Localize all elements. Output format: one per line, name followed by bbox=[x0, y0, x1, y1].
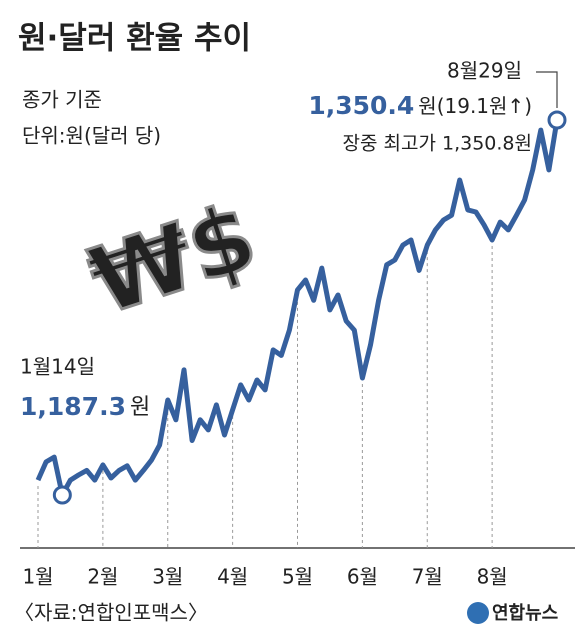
high-date: 8월29일 bbox=[447, 59, 522, 83]
x-tick-label: 6월 bbox=[347, 565, 378, 589]
x-tick-label: 5월 bbox=[282, 565, 313, 589]
low-label: 1,187.3 원 bbox=[20, 392, 150, 421]
low-unit: 원 bbox=[130, 395, 150, 420]
high-label: 1,350.4 원(19.1원↑) bbox=[308, 91, 532, 120]
point-marker bbox=[547, 110, 567, 130]
source: 〈자료:연합인포맥스〉 bbox=[14, 601, 208, 625]
x-tick-label: 7월 bbox=[412, 565, 443, 589]
high-note: 장중 최고가 1,350.8원 bbox=[343, 133, 532, 155]
x-tick-label: 4월 bbox=[217, 565, 248, 589]
chart-title: 원·달러 환율 추이 bbox=[18, 21, 251, 57]
high-unit: 원(19.1원↑) bbox=[418, 94, 532, 118]
leader-line bbox=[536, 71, 558, 108]
high-value: 1,350.4 bbox=[308, 91, 414, 120]
unit-note: 단위:원(달러 당) bbox=[22, 124, 161, 148]
x-tick-label: 3월 bbox=[152, 565, 183, 589]
point-marker bbox=[52, 485, 72, 505]
line bbox=[35, 119, 560, 498]
logo-icon bbox=[467, 602, 489, 624]
x-tick-label: 1월 bbox=[22, 565, 53, 589]
x-tick-label: 8월 bbox=[477, 565, 508, 589]
logo: 연합뉴스 bbox=[492, 602, 558, 624]
low-date: 1월14일 bbox=[20, 355, 95, 379]
low-value: 1,187.3 bbox=[20, 392, 126, 421]
x-tick-label: 2월 bbox=[87, 565, 118, 589]
subtitle: 종가 기준 bbox=[22, 88, 102, 112]
